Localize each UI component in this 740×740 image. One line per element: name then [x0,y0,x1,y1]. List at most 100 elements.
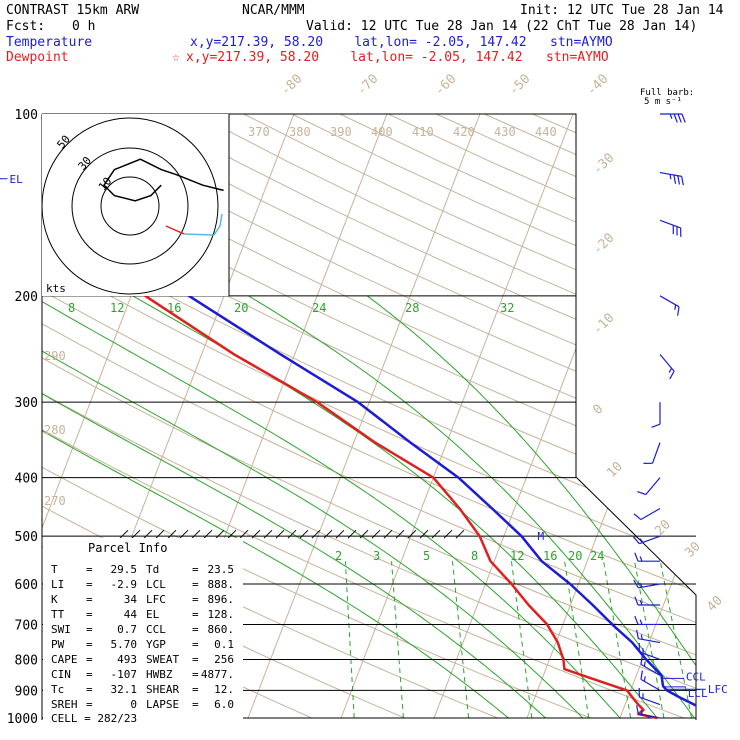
parcel-equals: = [192,578,199,591]
hatch-mark [359,529,369,539]
parcel-equals: = [86,608,93,621]
mixing-ratio-line [451,561,470,719]
marker-label: EL [9,173,23,186]
wind-barb-flag [637,490,647,496]
parcel-equals: = [86,653,93,666]
dry-adiabat-line [42,114,696,719]
wind-barb-flag [669,113,673,119]
hatch-mark [155,529,165,539]
mixing-ratio-label: 16 [543,549,557,563]
parcel-equals: = [192,653,199,666]
wind-barb-flag [681,176,684,186]
pressure-label: 100 [15,108,38,123]
dry-adiabat-line [676,114,696,719]
hodograph-ring [41,117,219,295]
wind-barb-flag [640,655,643,665]
wind-barb [659,295,680,308]
parcel-field-value: -2.9 [111,578,138,591]
hatch-mark [407,529,417,539]
wind-barb-flag [633,579,639,589]
parcel-field-value: 860. [208,623,235,636]
hatch-mark [347,529,357,539]
dry-adiabat-line [291,114,696,719]
mixing-ratio-line [344,561,355,719]
dry-adiabat-label: 290 [44,349,66,363]
parcel-field-label: SHEAR [146,683,179,696]
wind-barb-flag [643,676,646,682]
dewpoint-station-info: x,y=217.39, 58.20 lat,lon= -2.05, 147.42… [186,50,609,65]
parcel-equals: = [192,593,199,606]
wind-barb [659,219,681,229]
wind-barb-flag [673,113,678,123]
theta-label: 390 [330,125,352,139]
forecast-label: Fcst: [6,19,46,34]
pressure-label: 400 [15,472,38,487]
forecast-hour: 0 h [72,19,96,34]
wind-barb [659,353,675,372]
parcel-equals: = [192,563,199,576]
init-time: Init: 12 UTC Tue 28 Jan 14 [520,3,724,18]
wind-barb [645,477,661,495]
parcel-field-label: T [51,563,58,576]
wind-barb-flag [651,423,661,428]
barb-legend-line1: Full barb: [640,88,694,98]
moist-adiabat-label: 20 [234,301,248,315]
parcel-field-label: YGP [146,638,166,651]
mixing-ratio-line [603,561,632,719]
theta-label: 440 [535,125,557,139]
wind-barb-flag [636,629,639,639]
hatch-mark [275,529,285,539]
parcel-field-label: LI [51,578,64,591]
wind-barb-flag [677,306,680,316]
dewpoint-legend-label: Dewpoint [6,50,69,65]
hatch-mark [419,529,429,539]
mixing-ratio-label: 20 [568,549,582,563]
parcel-equals: = [86,668,93,681]
mixing-ratio-label: 12 [510,549,524,563]
parcel-field-value: 256 [214,653,234,666]
wind-barb [640,508,661,521]
dry-adiabat-line [42,114,684,719]
hatch-mark [263,529,273,539]
dry-adiabat-line [42,114,696,719]
theta-label: 370 [248,125,270,139]
dry-adiabat-label: 280 [44,423,66,437]
parcel-field-label: SWEAT [146,653,179,666]
parcel-panel-bg [43,538,243,719]
dry-adiabat-line [50,114,696,719]
marker-label: M [538,530,545,543]
hatch-mark [191,529,201,539]
parcel-field-label: LCL [146,578,166,591]
parcel-field-label: SWI [51,623,71,636]
dry-adiabat-line [484,114,696,719]
parcel-field-value: 128. [208,608,235,621]
isotherm-line [0,114,15,718]
parcel-equals: = [86,623,93,636]
wind-barb-flag [632,536,640,545]
isotherm-line [526,114,696,719]
hatch-mark [119,529,129,539]
parcel-equals: = [192,683,199,696]
mixing-ratio-label: 24 [590,549,604,563]
dry-adiabat-line [42,114,696,719]
parcel-field-value: 888. [208,578,235,591]
isotherm-line [340,114,574,719]
isotherm-label: 0 [590,402,606,418]
wind-barb-flag [639,538,644,543]
parcel-title: Parcel Info [88,541,167,555]
parcel-equals: = [86,563,93,576]
dry-adiabat-line [725,114,740,718]
parcel-field-value: 5.70 [111,638,138,651]
model-title: CONTRAST 15km ARW [6,3,140,18]
wind-barb-flag [640,634,643,640]
isotherm-label: 30 [682,539,704,561]
hatch-mark [203,529,213,539]
hatch-mark [395,529,405,539]
moist-adiabat-label: 32 [500,301,514,315]
hatch-mark [299,529,309,539]
isotherm-label: -30 [590,151,617,178]
wind-barb-flag [636,705,639,715]
pressure-label: 300 [15,396,38,411]
wind-barb-flag [640,670,643,680]
theta-label: 430 [494,125,516,139]
